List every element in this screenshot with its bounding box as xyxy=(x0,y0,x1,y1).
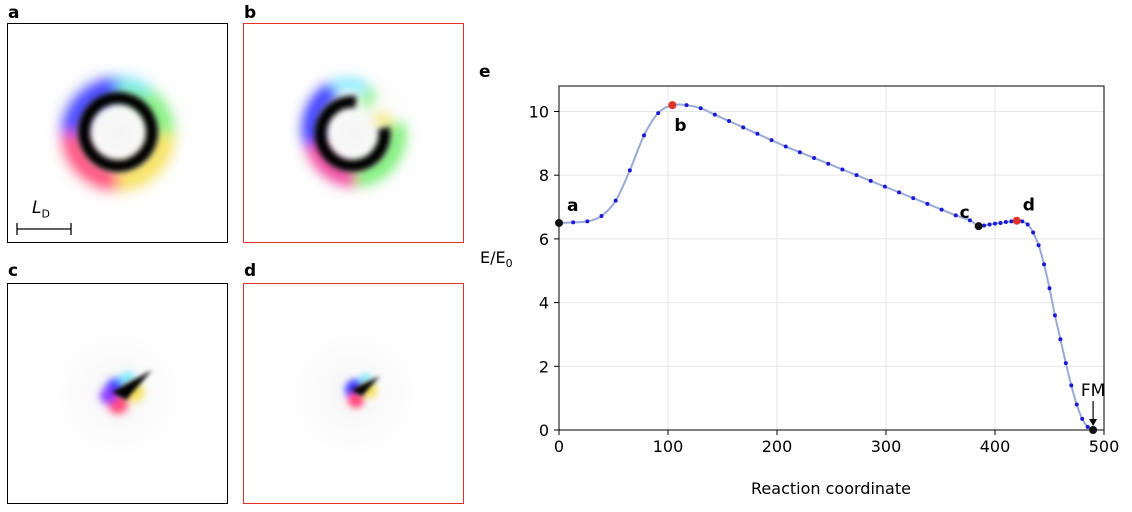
blob-texture-c xyxy=(23,299,213,489)
data-point xyxy=(698,106,703,111)
x-tick-label: 100 xyxy=(653,437,684,456)
highlight-points: a b c d FM xyxy=(555,101,1105,434)
data-point xyxy=(854,173,859,178)
highlight-label-b: b xyxy=(674,116,686,136)
y-tick-label: 6 xyxy=(539,230,549,249)
highlight-point-d xyxy=(1012,216,1021,225)
data-point xyxy=(1069,383,1074,388)
y-axis: 0 2 4 6 8 10 xyxy=(529,102,559,440)
panel-label-a: a xyxy=(8,3,20,23)
y-tick-label: 4 xyxy=(539,294,549,313)
data-point xyxy=(812,155,817,160)
highlight-label-c: c xyxy=(960,203,970,223)
panel-label-b: b xyxy=(244,3,257,23)
data-point xyxy=(1036,243,1041,248)
x-tick-label: 0 xyxy=(554,437,564,456)
highlight-point-fm xyxy=(1089,426,1098,434)
data-point xyxy=(1009,219,1014,224)
y-tick-label: 8 xyxy=(539,166,549,185)
data-point xyxy=(769,138,774,143)
data-point xyxy=(840,167,845,172)
data-point xyxy=(826,161,831,166)
data-point xyxy=(1074,402,1079,407)
data-point xyxy=(1085,424,1090,429)
data-point xyxy=(684,103,689,108)
highlight-point-a xyxy=(555,218,563,227)
y-tick-label: 10 xyxy=(529,102,549,121)
series-line xyxy=(558,103,1094,431)
data-point xyxy=(727,119,732,124)
data-point xyxy=(911,196,916,201)
data-point xyxy=(1080,416,1085,421)
grid xyxy=(558,86,1105,431)
data-point xyxy=(967,218,972,223)
data-point xyxy=(882,184,887,189)
x-tick-label: 500 xyxy=(1089,437,1120,456)
data-point xyxy=(571,220,576,225)
ring-texture-b xyxy=(254,34,454,234)
highlight-point-c xyxy=(974,222,983,231)
data-point xyxy=(993,221,997,226)
ring-texture-a xyxy=(18,34,218,234)
snapshot-panel-d xyxy=(243,283,464,504)
data-point xyxy=(741,125,746,130)
x-axis: 0 100 200 300 400 500 xyxy=(554,430,1119,456)
data-point xyxy=(656,111,661,116)
data-point xyxy=(1042,262,1047,267)
data-point xyxy=(998,220,1003,225)
data-point xyxy=(755,131,760,136)
data-point xyxy=(897,190,902,195)
data-point xyxy=(1047,286,1052,291)
y-axis-label: E/E0 xyxy=(480,248,513,270)
snapshot-panel-c xyxy=(7,283,228,504)
data-point xyxy=(797,150,802,155)
data-point xyxy=(1020,219,1025,224)
panel-label-d: d xyxy=(244,261,257,281)
fm-arrow-head xyxy=(1089,419,1098,426)
data-point xyxy=(613,198,618,203)
data-point xyxy=(642,133,647,138)
data-point xyxy=(627,168,632,173)
x-tick-label: 400 xyxy=(980,437,1011,456)
panel-label-e: e xyxy=(479,62,491,82)
data-point xyxy=(712,112,717,117)
snapshot-panel-a: LD xyxy=(7,23,228,243)
panel-label-c: c xyxy=(8,261,19,281)
highlight-point-b xyxy=(668,101,677,110)
data-point xyxy=(1063,361,1068,366)
blob-texture-d xyxy=(259,299,449,489)
x-axis-label: Reaction coordinate xyxy=(751,479,911,498)
highlight-label-a: a xyxy=(567,196,578,216)
x-tick-label: 200 xyxy=(762,437,793,456)
data-point xyxy=(1031,230,1036,235)
x-tick-label: 300 xyxy=(871,437,902,456)
data-point xyxy=(987,222,992,227)
data-point xyxy=(1052,313,1057,318)
data-point xyxy=(939,207,944,212)
data-point xyxy=(599,213,604,218)
data-point xyxy=(1003,220,1008,225)
highlight-label-d: d xyxy=(1023,196,1035,216)
scale-bar-label: LD xyxy=(32,198,50,221)
scale-bar xyxy=(16,223,72,235)
data-point xyxy=(982,223,987,228)
data-point xyxy=(783,144,788,149)
plot-frame xyxy=(558,85,1105,431)
data-point xyxy=(868,178,873,183)
data-point xyxy=(953,213,958,218)
data-point xyxy=(925,201,930,206)
snapshot-panel-b xyxy=(243,23,464,243)
data-point xyxy=(1025,222,1030,227)
y-tick-label: 2 xyxy=(539,357,549,376)
data-point xyxy=(1058,337,1063,342)
highlight-label-fm: FM xyxy=(1081,381,1105,401)
y-tick-label: 0 xyxy=(539,421,549,440)
data-point xyxy=(585,219,590,224)
